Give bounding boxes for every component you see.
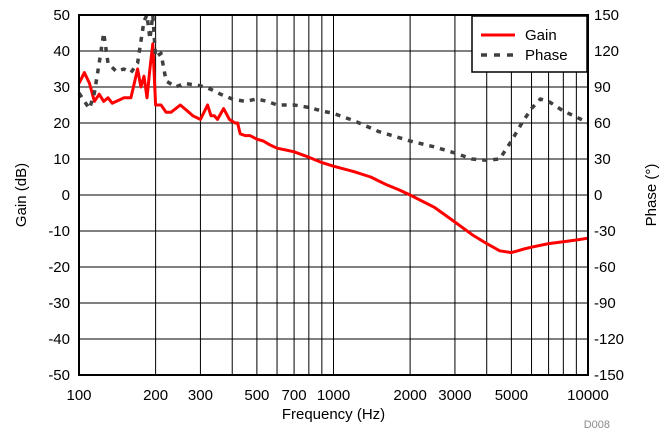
- legend-label-phase: Phase: [525, 47, 568, 64]
- y-left-tick-label: -40: [48, 331, 70, 348]
- figure-code: D008: [584, 419, 610, 431]
- series-layer: [77, 13, 589, 255]
- y-left-tick-label: 50: [53, 7, 70, 24]
- y-right-tick-label: -150: [594, 367, 624, 384]
- y-right-tick-label: -60: [594, 259, 616, 276]
- y-right-tick-label: -120: [594, 331, 624, 348]
- y-left-tick-label: -10: [48, 223, 70, 240]
- x-tick-label: 700: [282, 387, 307, 404]
- y-right-tick-label: -30: [594, 223, 616, 240]
- legend-box: [471, 15, 588, 73]
- y-right-tick-label: 120: [594, 43, 619, 60]
- y-left-tick-label: 30: [53, 79, 70, 96]
- y-right-tick-label: 150: [594, 7, 619, 24]
- series-line-gain: [77, 42, 589, 255]
- x-tick-label: 200: [143, 387, 168, 404]
- x-tick-label: 3000: [438, 387, 471, 404]
- x-tick-label: 100: [66, 387, 91, 404]
- y-right-tick-label: -90: [594, 295, 616, 312]
- y-left-tick-label: 40: [53, 43, 70, 60]
- right-axis-title: Phase (°): [643, 164, 660, 227]
- tick-labels: 100 200 300 500 700 1000 2000 3000 5000 100005040…: [48, 7, 624, 404]
- x-tick-label: 10000: [567, 387, 609, 404]
- y-left-tick-label: 0: [62, 187, 70, 204]
- x-axis-title: Frequency (Hz): [282, 406, 385, 423]
- y-left-tick-label: -50: [48, 367, 70, 384]
- x-tick-label: 1000: [317, 387, 350, 404]
- plot-frame: [78, 14, 589, 376]
- legend-label-gain: Gain: [525, 27, 557, 44]
- y-right-tick-label: 30: [594, 151, 611, 168]
- y-left-tick-label: 20: [53, 115, 70, 132]
- x-tick-label: 2000: [393, 387, 426, 404]
- x-tick-label: 5000: [495, 387, 528, 404]
- y-left-tick-label: -30: [48, 295, 70, 312]
- y-right-tick-label: 90: [594, 79, 611, 96]
- y-left-tick-label: 10: [53, 151, 70, 168]
- y-left-tick-label: -20: [48, 259, 70, 276]
- x-tick-label: 500: [244, 387, 269, 404]
- left-axis-title: Gain (dB): [13, 163, 30, 227]
- y-right-tick-label: 0: [594, 187, 602, 204]
- legend: Gain Phase: [471, 15, 588, 73]
- series-line-phase: [77, 13, 589, 162]
- y-right-tick-label: 60: [594, 115, 611, 132]
- x-tick-label: 300: [188, 387, 213, 404]
